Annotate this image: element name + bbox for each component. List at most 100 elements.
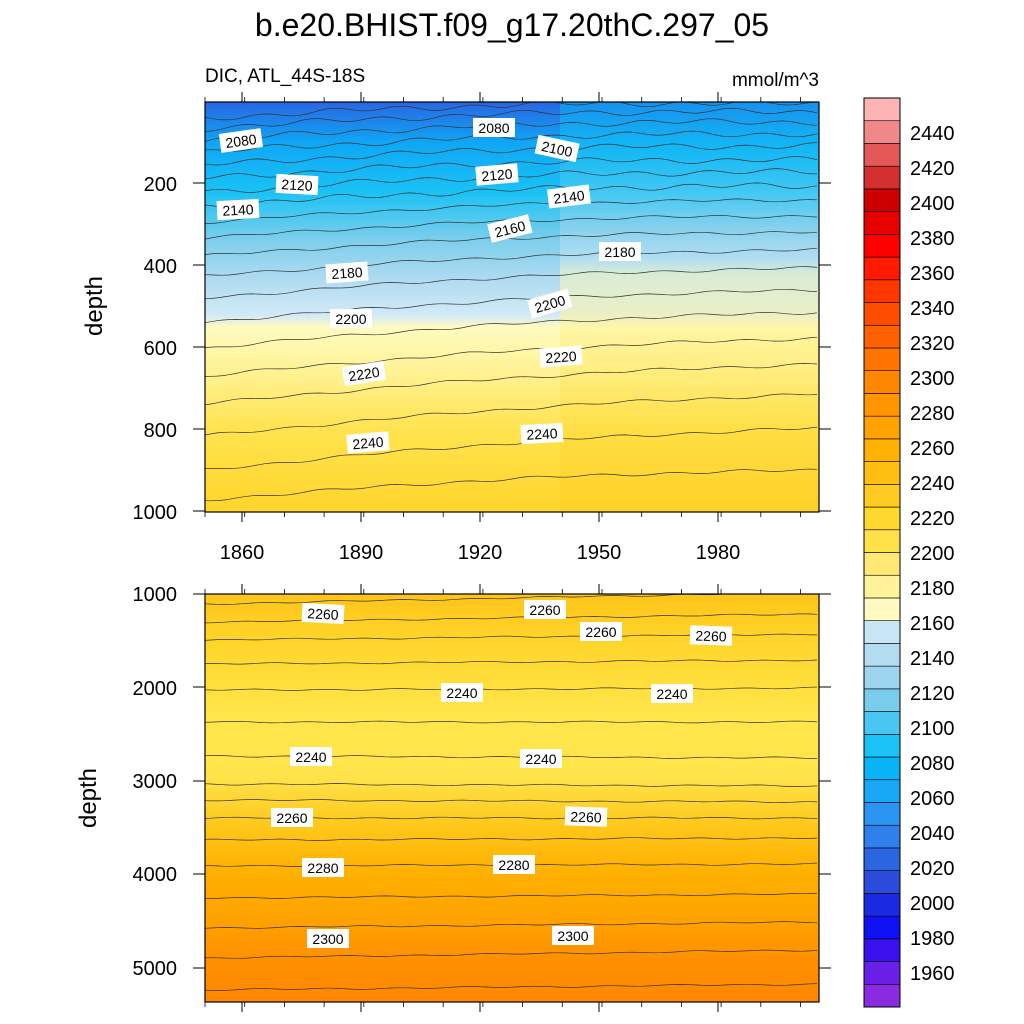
contour-label: 2240 bbox=[651, 684, 693, 703]
colorbar-boxes bbox=[863, 97, 901, 1008]
svg-text:2260: 2260 bbox=[529, 602, 560, 618]
svg-text:2300: 2300 bbox=[557, 928, 588, 944]
colorbar-box bbox=[863, 506, 901, 531]
contour-line bbox=[205, 393, 818, 436]
contour-label: 2260 bbox=[524, 600, 566, 619]
svg-text:2260: 2260 bbox=[695, 627, 727, 644]
colorbar-box bbox=[863, 165, 901, 190]
colorbar-label: 1960 bbox=[910, 963, 955, 985]
svg-text:2220: 2220 bbox=[545, 348, 577, 366]
lower-ytick-label: 1000 bbox=[133, 584, 178, 606]
svg-text:2240: 2240 bbox=[656, 686, 687, 702]
colorbar-box bbox=[863, 938, 901, 962]
lower-axis-ticks bbox=[193, 584, 831, 1012]
svg-text:2240: 2240 bbox=[352, 434, 385, 453]
svg-text:2260: 2260 bbox=[276, 810, 307, 826]
contour-label: 2260 bbox=[564, 806, 608, 827]
lower-ylabel: depth bbox=[75, 768, 102, 828]
svg-text:2100: 2100 bbox=[540, 138, 574, 160]
contour-line bbox=[205, 720, 818, 724]
colorbar-box bbox=[863, 143, 901, 167]
upper-panel-frame bbox=[204, 101, 820, 513]
contour-label: 2240 bbox=[346, 431, 390, 454]
contour-label: 2280 bbox=[493, 855, 535, 874]
contour-line bbox=[205, 686, 818, 691]
colorbar-box bbox=[863, 665, 901, 690]
contour-line bbox=[205, 288, 818, 324]
contour-label: 2140 bbox=[216, 198, 260, 221]
contour-label: 2100 bbox=[534, 134, 580, 163]
svg-text:2200: 2200 bbox=[335, 311, 366, 327]
colorbar-label: 2320 bbox=[910, 333, 955, 355]
contour-label: 2200 bbox=[330, 309, 372, 328]
lower-panel-fill bbox=[205, 594, 819, 1002]
contour-label: 2240 bbox=[290, 747, 332, 766]
upper-ytick-label: 1000 bbox=[133, 502, 178, 524]
xtick-label: 1980 bbox=[696, 542, 741, 564]
colorbar-box bbox=[863, 802, 901, 826]
svg-text:2240: 2240 bbox=[295, 749, 326, 765]
colorbar-label: 2000 bbox=[910, 893, 955, 915]
contour-label: 2260 bbox=[271, 808, 313, 827]
colorbar-box bbox=[863, 97, 901, 122]
contour-line bbox=[205, 102, 818, 121]
contour-label: 2080 bbox=[473, 118, 515, 137]
xtick-label: 1890 bbox=[339, 542, 384, 564]
colorbar-box bbox=[863, 529, 901, 553]
svg-text:2240: 2240 bbox=[446, 685, 477, 701]
svg-text:2160: 2160 bbox=[493, 217, 527, 240]
colorbar-box bbox=[863, 915, 901, 940]
contour-line bbox=[205, 659, 818, 665]
contour-line bbox=[205, 799, 818, 804]
upper-ytick-label: 400 bbox=[144, 256, 177, 278]
colorbar-label: 1980 bbox=[910, 928, 955, 950]
colorbar-box bbox=[863, 983, 901, 1008]
lower-ytick-label: 5000 bbox=[133, 958, 178, 980]
svg-text:2080: 2080 bbox=[224, 131, 257, 151]
colorbar-box bbox=[863, 597, 901, 621]
colorbar-box bbox=[863, 847, 901, 871]
colorbar-label: 2100 bbox=[910, 718, 955, 740]
upper-panel-right-shallowing bbox=[560, 102, 819, 512]
colorbar-label: 2300 bbox=[910, 368, 955, 390]
colorbar-box bbox=[863, 620, 901, 644]
colorbar-box bbox=[863, 120, 901, 144]
upper-ytick-label: 800 bbox=[144, 420, 177, 442]
contour-line bbox=[205, 783, 818, 787]
contour-line bbox=[205, 983, 818, 991]
svg-text:2120: 2120 bbox=[281, 176, 313, 194]
contour-line bbox=[205, 921, 818, 929]
xtick-label: 1920 bbox=[458, 542, 503, 564]
contour-label: 2300 bbox=[552, 926, 594, 945]
contour-line bbox=[205, 837, 818, 841]
svg-text:2260: 2260 bbox=[570, 808, 602, 825]
contour-label: 2220 bbox=[539, 345, 583, 368]
contour-label: 2260 bbox=[580, 622, 622, 641]
colorbar-box bbox=[863, 870, 901, 894]
contour-line bbox=[205, 949, 818, 959]
contour-label: 2180 bbox=[599, 242, 641, 261]
colorbar-label: 2020 bbox=[910, 858, 955, 880]
colorbar-labels: 1960 1980 2000 2020 2040 2060 2080 2100 … bbox=[910, 123, 955, 985]
colorbar-box bbox=[863, 256, 901, 281]
contour-label: 2260 bbox=[689, 625, 733, 646]
contour-line bbox=[205, 266, 818, 300]
contour-line bbox=[205, 107, 818, 132]
colorbar-box bbox=[863, 211, 901, 235]
xtick-label: 1950 bbox=[577, 542, 622, 564]
contour-line bbox=[205, 198, 818, 224]
chart-title: b.e20.BHIST.f09_g17.20thC.297_05 bbox=[255, 7, 769, 43]
colorbar-frame bbox=[863, 97, 901, 1008]
svg-text:2280: 2280 bbox=[307, 860, 338, 876]
colorbar-label: 2280 bbox=[910, 403, 955, 425]
contour-label: 2140 bbox=[546, 184, 591, 209]
colorbar-box bbox=[863, 188, 901, 212]
svg-text:2300: 2300 bbox=[312, 931, 343, 947]
contour-line bbox=[205, 182, 818, 209]
contour-line bbox=[205, 247, 818, 276]
colorbar-label: 2360 bbox=[910, 263, 955, 285]
colorbar-label: 2160 bbox=[910, 613, 955, 635]
contour-line bbox=[205, 142, 818, 166]
colorbar-box bbox=[863, 347, 901, 372]
